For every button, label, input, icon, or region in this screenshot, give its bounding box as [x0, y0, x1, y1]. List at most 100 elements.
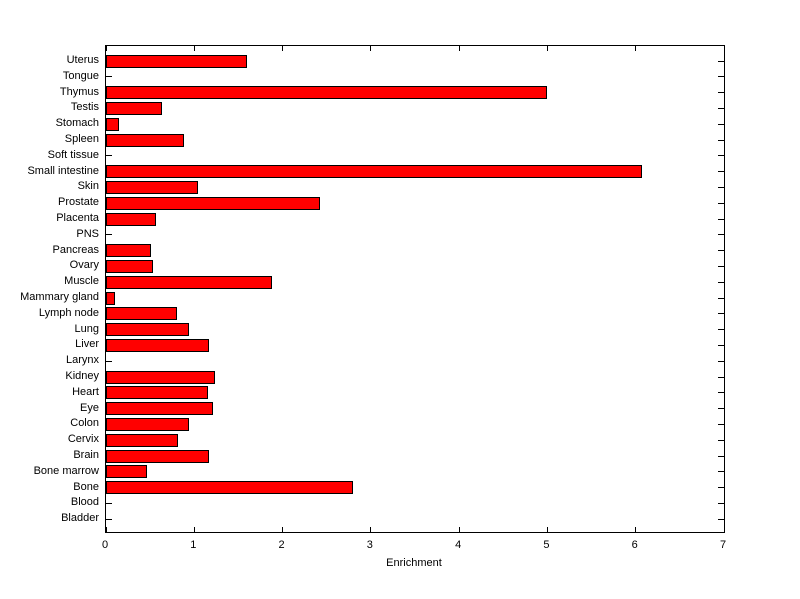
- bar-uterus: [106, 54, 248, 68]
- x-axis-tick-bottom: [282, 527, 284, 532]
- x-axis-tick-top: [546, 46, 548, 51]
- y-axis-tick-right: [718, 155, 724, 157]
- y-axis-tick-left: [106, 76, 112, 78]
- y-axis-tick-right: [718, 471, 724, 473]
- y-axis-tick-right: [718, 329, 724, 331]
- y-axis-tick-right: [718, 139, 724, 141]
- category-label-bone: Bone: [73, 480, 99, 493]
- x-axis-title: Enrichment: [386, 557, 442, 569]
- category-label-muscle: Muscle: [64, 275, 99, 288]
- x-axis-tick-label-7: 7: [719, 539, 727, 551]
- bar-cervix: [106, 433, 179, 447]
- category-label-skin: Skin: [77, 180, 99, 193]
- y-axis-tick-right: [718, 297, 724, 299]
- category-label-soft-tissue: Soft tissue: [47, 148, 99, 161]
- bar-ovary: [106, 259, 153, 273]
- category-label-prostate: Prostate: [58, 196, 99, 209]
- bar-bone: [106, 481, 354, 495]
- bar-bone-marrow: [106, 465, 147, 479]
- y-axis-tick-right: [718, 186, 724, 188]
- bar-stomach: [106, 117, 120, 131]
- bar-pancreas: [106, 244, 152, 258]
- x-axis-tick-label-6: 6: [631, 539, 638, 551]
- y-axis-tick-right: [718, 281, 724, 283]
- y-axis-tick-right: [718, 408, 724, 410]
- y-axis-tick-right: [718, 265, 724, 267]
- category-label-heart: Heart: [72, 385, 99, 398]
- y-axis-tick-right: [718, 502, 724, 504]
- category-label-spleen: Spleen: [64, 133, 99, 145]
- category-label-placenta: Placenta: [56, 212, 99, 224]
- category-label-pns: PNS: [76, 227, 99, 240]
- category-label-kidney: Kidney: [65, 370, 99, 382]
- y-axis-tick-right: [718, 518, 724, 520]
- bar-prostate: [106, 196, 320, 210]
- x-axis-tick-top: [635, 46, 637, 51]
- x-axis-tick-bottom: [635, 527, 637, 532]
- y-axis-tick-right: [718, 92, 724, 94]
- y-axis-tick-left: [106, 234, 112, 236]
- x-axis-tick-label-0: 0: [101, 539, 109, 551]
- bar-kidney: [106, 370, 215, 384]
- x-axis-tick-bottom: [458, 527, 460, 532]
- y-axis-tick-right: [718, 360, 724, 362]
- x-axis-tick-top: [458, 46, 460, 51]
- category-label-bone-marrow: Bone marrow: [33, 464, 99, 477]
- x-axis-tick-label-5: 5: [543, 539, 550, 551]
- category-label-bladder: Bladder: [61, 512, 99, 525]
- y-axis-tick-right: [718, 76, 724, 78]
- bar-thymus: [106, 86, 548, 100]
- bar-testis: [106, 101, 162, 115]
- category-label-cervix: Cervix: [67, 433, 99, 446]
- category-label-thymus: Thymus: [59, 85, 99, 98]
- y-axis-tick-right: [718, 487, 724, 489]
- x-axis-tick-top: [282, 46, 284, 51]
- bar-skin: [106, 180, 198, 194]
- category-label-colon: Colon: [70, 417, 99, 430]
- category-label-uterus: Uterus: [66, 54, 99, 66]
- category-label-liver: Liver: [75, 338, 99, 351]
- bar-small-intestine: [106, 165, 642, 179]
- y-axis-tick-right: [718, 234, 724, 236]
- y-axis-tick-left: [106, 360, 112, 362]
- y-axis-tick-right: [718, 107, 724, 109]
- bar-muscle: [106, 275, 272, 289]
- x-axis-tick-bottom: [105, 527, 107, 532]
- bar-eye: [106, 402, 213, 416]
- x-axis-tick-label-3: 3: [366, 539, 373, 551]
- bar-lymph-node: [106, 307, 177, 321]
- bar-spleen: [106, 133, 184, 147]
- category-label-testis: Testis: [70, 101, 99, 114]
- x-axis-tick-bottom: [546, 527, 548, 532]
- category-label-stomach: Stomach: [55, 117, 99, 130]
- x-axis-tick-top: [105, 46, 107, 51]
- category-label-lymph-node: Lymph node: [38, 306, 99, 319]
- y-axis-tick-left: [106, 502, 112, 504]
- x-axis-tick-top: [723, 46, 725, 51]
- y-axis-tick-right: [718, 392, 724, 394]
- y-axis-tick-right: [718, 439, 724, 441]
- bar-heart: [106, 386, 208, 400]
- bar-colon: [106, 417, 189, 431]
- category-label-tongue: Tongue: [62, 69, 99, 82]
- category-label-larynx: Larynx: [65, 354, 99, 367]
- category-label-small-intestine: Small intestine: [27, 164, 99, 177]
- y-axis-tick-right: [718, 344, 724, 346]
- y-axis-tick-right: [718, 60, 724, 62]
- category-label-ovary: Ovary: [69, 259, 99, 272]
- y-axis-tick-right: [718, 455, 724, 457]
- y-axis-tick-right: [718, 376, 724, 378]
- y-axis-tick-right: [718, 250, 724, 252]
- category-label-blood: Blood: [70, 496, 99, 509]
- y-axis-tick-right: [718, 423, 724, 425]
- y-axis-tick-left: [106, 155, 112, 157]
- x-axis-tick-top: [193, 46, 195, 51]
- y-axis-tick-left: [106, 518, 112, 520]
- x-axis-tick-bottom: [193, 527, 195, 532]
- category-label-eye: Eye: [80, 401, 99, 414]
- bar-mammary-gland: [106, 291, 115, 305]
- category-label-brain: Brain: [73, 449, 99, 461]
- y-axis-tick-right: [718, 218, 724, 220]
- bar-brain: [106, 449, 210, 463]
